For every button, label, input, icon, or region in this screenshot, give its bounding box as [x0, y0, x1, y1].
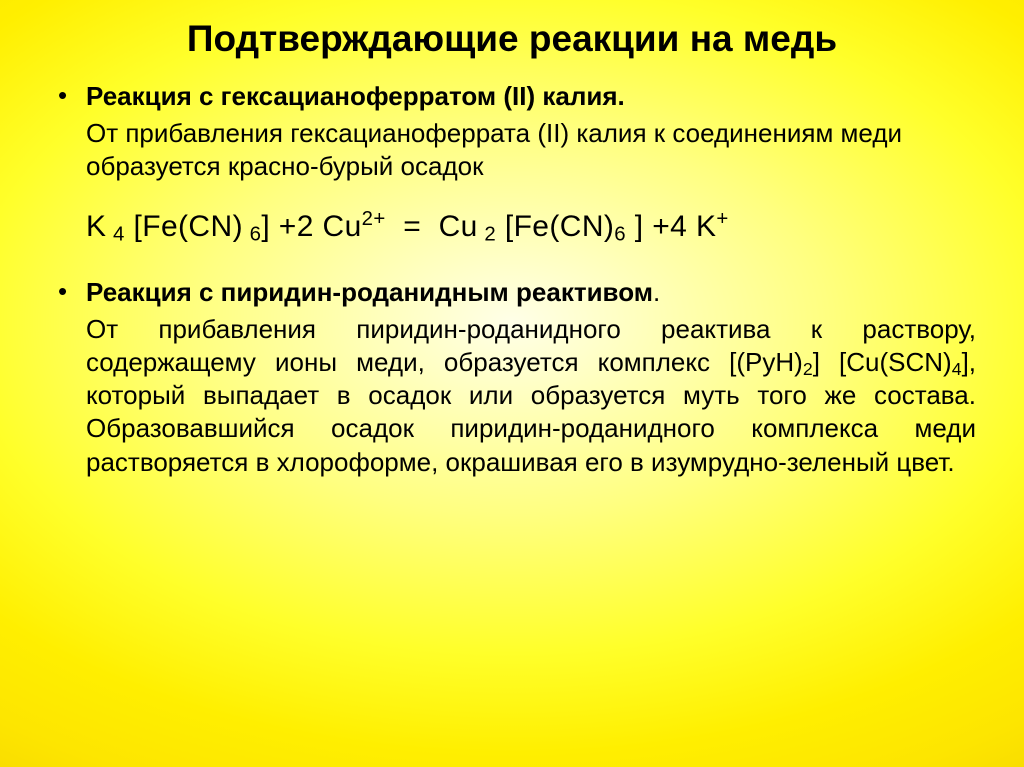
- list-item: Реакция с гексацианоферратом (II) калия.: [52, 80, 976, 113]
- list-item: Реакция с пиридин-роданидным реактивом.: [52, 276, 976, 309]
- reaction-equation: K4 [Fe(CN)6] +2 Cu2+ = Cu2 [Fe(CN)6 ] +4…: [42, 207, 982, 246]
- paragraph-2: От прибавления пиридин-роданидного реакт…: [42, 313, 982, 479]
- bullet-list-2: Реакция с пиридин-роданидным реактивом.: [42, 276, 982, 309]
- page-title: Подтверждающие реакции на медь: [42, 18, 982, 60]
- bullet-heading-2-tail: .: [653, 277, 660, 307]
- bullet-list-1: Реакция с гексацианоферратом (II) калия.: [42, 80, 982, 113]
- bullet-heading-1: Реакция с гексацианоферратом (II) калия.: [86, 81, 625, 111]
- bullet-heading-2: Реакция с пиридин-роданидным реактивом: [86, 277, 653, 307]
- slide: Подтверждающие реакции на медь Реакция с…: [0, 0, 1024, 767]
- paragraph-1: От прибавления гексацианоферрата (II) ка…: [42, 117, 982, 184]
